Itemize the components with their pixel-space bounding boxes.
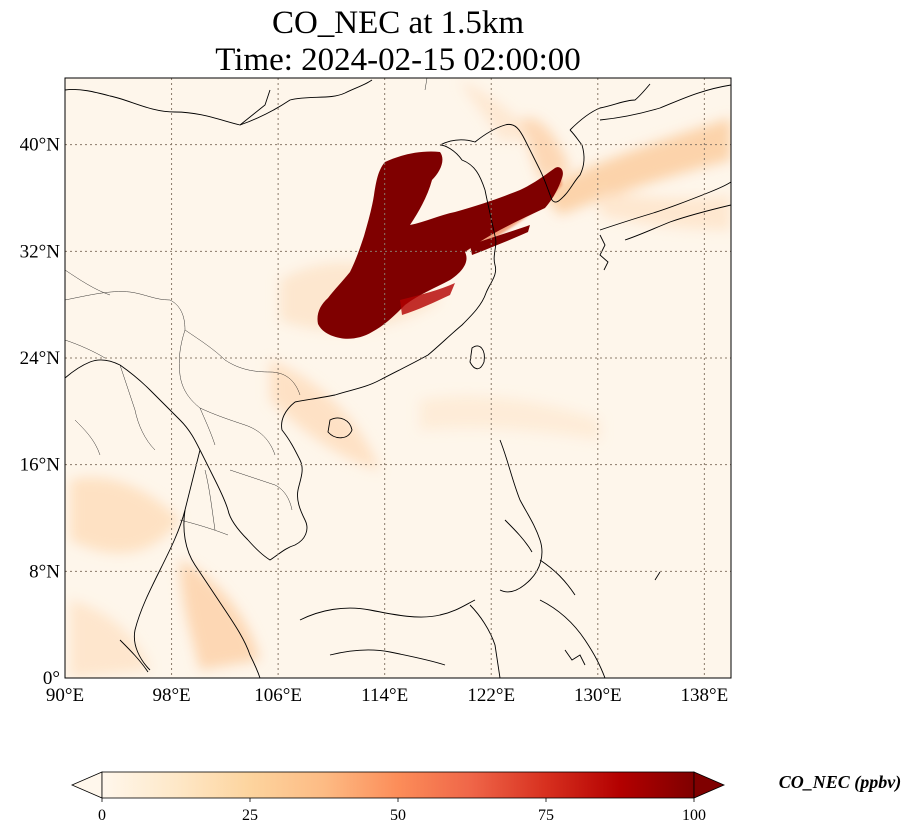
lat-tick-label: 8°N bbox=[29, 561, 60, 582]
lat-tick-label: 32°N bbox=[20, 241, 61, 262]
map-title-line-1: CO_NEC at 1.5km bbox=[271, 5, 525, 41]
country-borders bbox=[65, 78, 428, 536]
colorbar-ticks: 0 25 50 75 100 bbox=[98, 798, 706, 824]
map-area bbox=[65, 78, 731, 678]
colorbar-tick-label: 100 bbox=[682, 807, 706, 824]
gridlines bbox=[65, 78, 731, 678]
lat-tick-label: 24°N bbox=[20, 348, 61, 369]
lat-tick-label: 40°N bbox=[20, 135, 61, 156]
latitude-tick-labels: 0° 8°N 16°N 24°N 32°N 40°N bbox=[20, 135, 61, 689]
lon-tick-label: 138°E bbox=[681, 685, 729, 706]
coastlines bbox=[65, 79, 731, 678]
colorbar-min-extend bbox=[70, 771, 103, 799]
lat-tick-label: 16°N bbox=[20, 455, 61, 476]
lon-tick-label: 130°E bbox=[574, 685, 622, 706]
colorbar-tick-label: 0 bbox=[98, 807, 106, 824]
co-plume bbox=[317, 151, 563, 339]
colorbar-tick-label: 75 bbox=[538, 807, 554, 824]
longitude-tick-labels: 90°E 98°E 106°E 114°E 122°E 130°E 138°E bbox=[46, 685, 728, 706]
map-frame bbox=[64, 77, 732, 679]
lon-tick-label: 122°E bbox=[467, 685, 515, 706]
colorbar: 0 25 50 75 100 CO_NEC (ppbv) bbox=[70, 771, 902, 824]
lon-tick-label: 98°E bbox=[152, 685, 190, 706]
colorbar-label: CO_NEC (ppbv) bbox=[779, 772, 902, 793]
lon-tick-label: 106°E bbox=[254, 685, 302, 706]
lon-tick-label: 90°E bbox=[46, 685, 84, 706]
colorbar-bar bbox=[101, 771, 695, 799]
colorbar-tick-label: 50 bbox=[390, 807, 406, 824]
lat-tick-label: 0° bbox=[43, 668, 60, 689]
colorbar-tick-label: 25 bbox=[242, 807, 258, 824]
colorbar-max-extend bbox=[693, 771, 726, 799]
map-title-line-2: Time: 2024-02-15 02:00:00 bbox=[215, 42, 581, 78]
lon-tick-label: 114°E bbox=[361, 685, 408, 706]
